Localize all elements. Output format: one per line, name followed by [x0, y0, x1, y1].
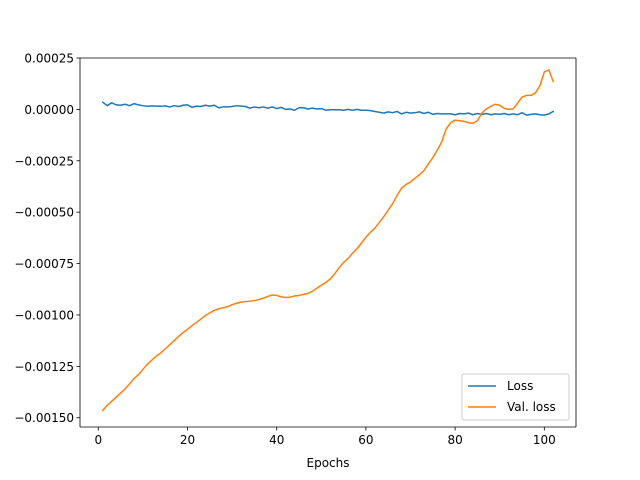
y-tick-label: −0.00125	[14, 360, 74, 374]
x-tick-label: 100	[533, 433, 556, 447]
legend-label-loss: Loss	[507, 379, 533, 393]
series-line-0	[102, 101, 554, 116]
ticks-layer: 0 20 40 60 80 100 0.00025 0.00000 −0.00025 −0.000…	[14, 52, 555, 448]
x-tick-label: 0	[94, 433, 102, 447]
axes-layer	[79, 57, 577, 428]
x-tick-label: 40	[269, 433, 284, 447]
legend: Loss Val. loss	[461, 373, 570, 421]
y-tick-label: −0.00050	[14, 206, 74, 220]
y-tick-label: −0.00100	[14, 308, 74, 322]
x-tick-label: 60	[358, 433, 373, 447]
legend-label-val-loss: Val. loss	[507, 400, 556, 414]
y-tick-label: 0.00025	[24, 52, 74, 66]
series-layer	[102, 69, 554, 412]
y-tick-label: −0.00075	[14, 257, 74, 271]
y-tick-label: −0.00025	[14, 154, 74, 168]
x-tick-label: 80	[447, 433, 462, 447]
y-tick-label: −0.00150	[14, 411, 74, 425]
y-tick-label: 0.00000	[24, 103, 74, 117]
x-axis-label: Epochs	[307, 456, 350, 470]
series-line-1	[102, 69, 554, 412]
plot-area	[80, 58, 576, 427]
x-tick-label: 20	[180, 433, 195, 447]
